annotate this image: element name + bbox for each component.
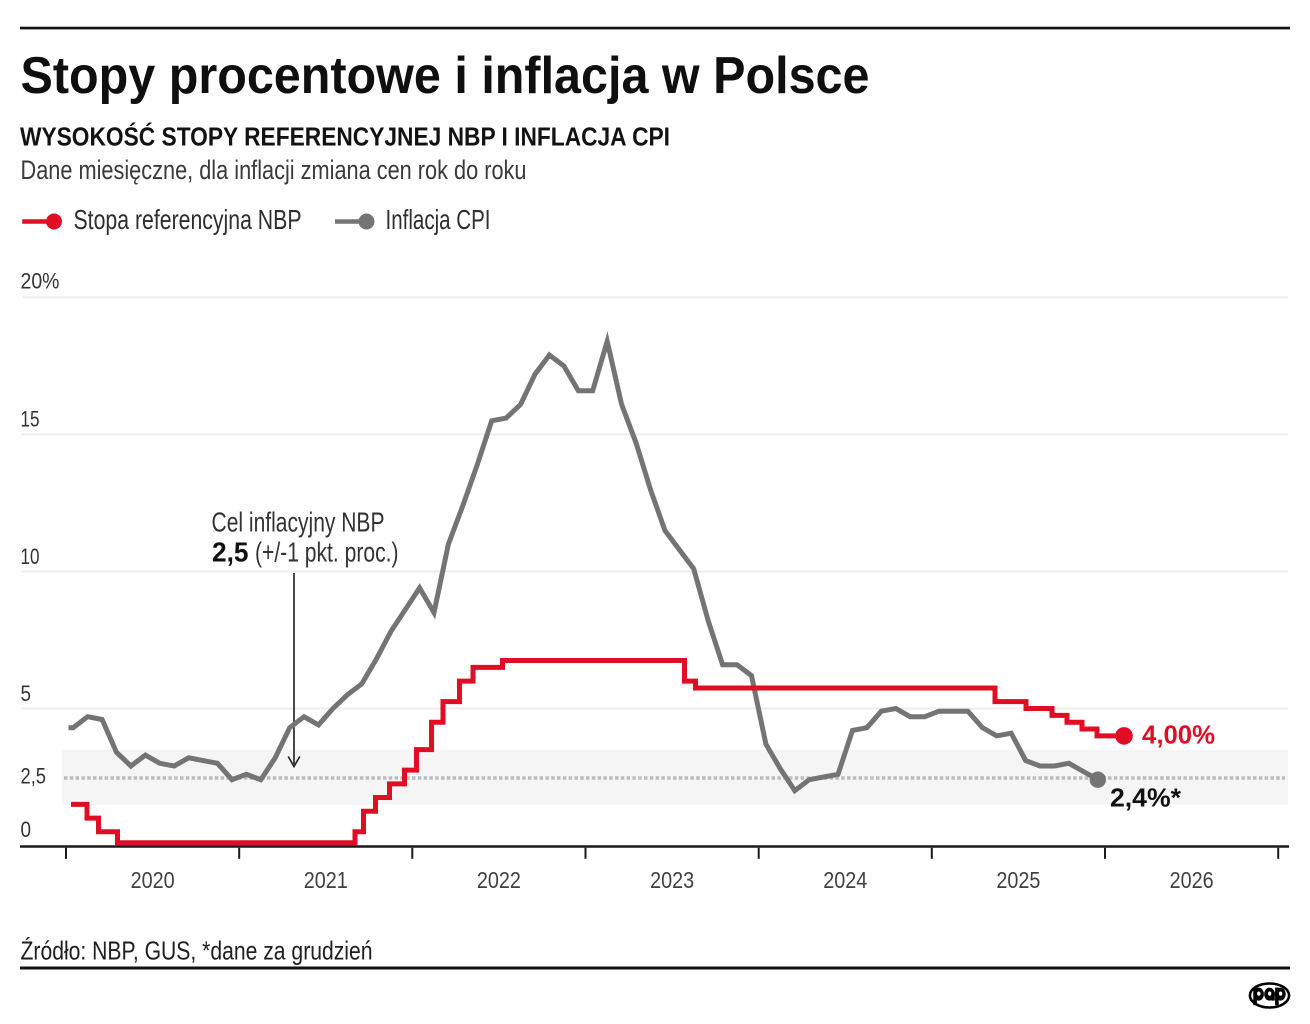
svg-text:0: 0 xyxy=(21,817,32,842)
svg-text:2,4%*: 2,4%* xyxy=(1110,783,1182,813)
svg-text:2020: 2020 xyxy=(131,867,175,893)
svg-text:Inflacja CPI: Inflacja CPI xyxy=(386,204,491,235)
svg-text:WYSOKOŚĆ STOPY REFERENCYJNEJ N: WYSOKOŚĆ STOPY REFERENCYJNEJ NBP I INFLA… xyxy=(20,122,670,152)
svg-text:(+/-1 pkt. proc.): (+/-1 pkt. proc.) xyxy=(255,536,399,567)
svg-text:2,5: 2,5 xyxy=(21,764,47,789)
svg-text:10: 10 xyxy=(21,544,40,569)
svg-text:2025: 2025 xyxy=(996,867,1040,893)
svg-text:Cel inflacyjny NBP: Cel inflacyjny NBP xyxy=(212,507,385,538)
svg-text:2024: 2024 xyxy=(823,867,867,893)
svg-text:2021: 2021 xyxy=(304,867,348,893)
svg-text:Źródło: NBP, GUS, *dane za gru: Źródło: NBP, GUS, *dane za grudzień xyxy=(21,936,373,966)
svg-text:Stopa referencyjna NBP: Stopa referencyjna NBP xyxy=(74,204,302,235)
svg-text:15: 15 xyxy=(21,407,40,432)
svg-text:2023: 2023 xyxy=(650,867,694,893)
svg-text:5: 5 xyxy=(21,681,32,706)
svg-text:2026: 2026 xyxy=(1170,867,1214,893)
svg-text:2,5: 2,5 xyxy=(212,536,249,567)
svg-text:2022: 2022 xyxy=(477,867,521,893)
svg-text:Dane miesięczne, dla inflacji: Dane miesięczne, dla inflacji zmiana cen… xyxy=(21,155,527,185)
svg-text:Stopy procentowe i inflacja w: Stopy procentowe i inflacja w Polsce xyxy=(21,46,870,104)
svg-text:20%: 20% xyxy=(21,269,60,294)
svg-text:4,00%: 4,00% xyxy=(1142,720,1215,750)
